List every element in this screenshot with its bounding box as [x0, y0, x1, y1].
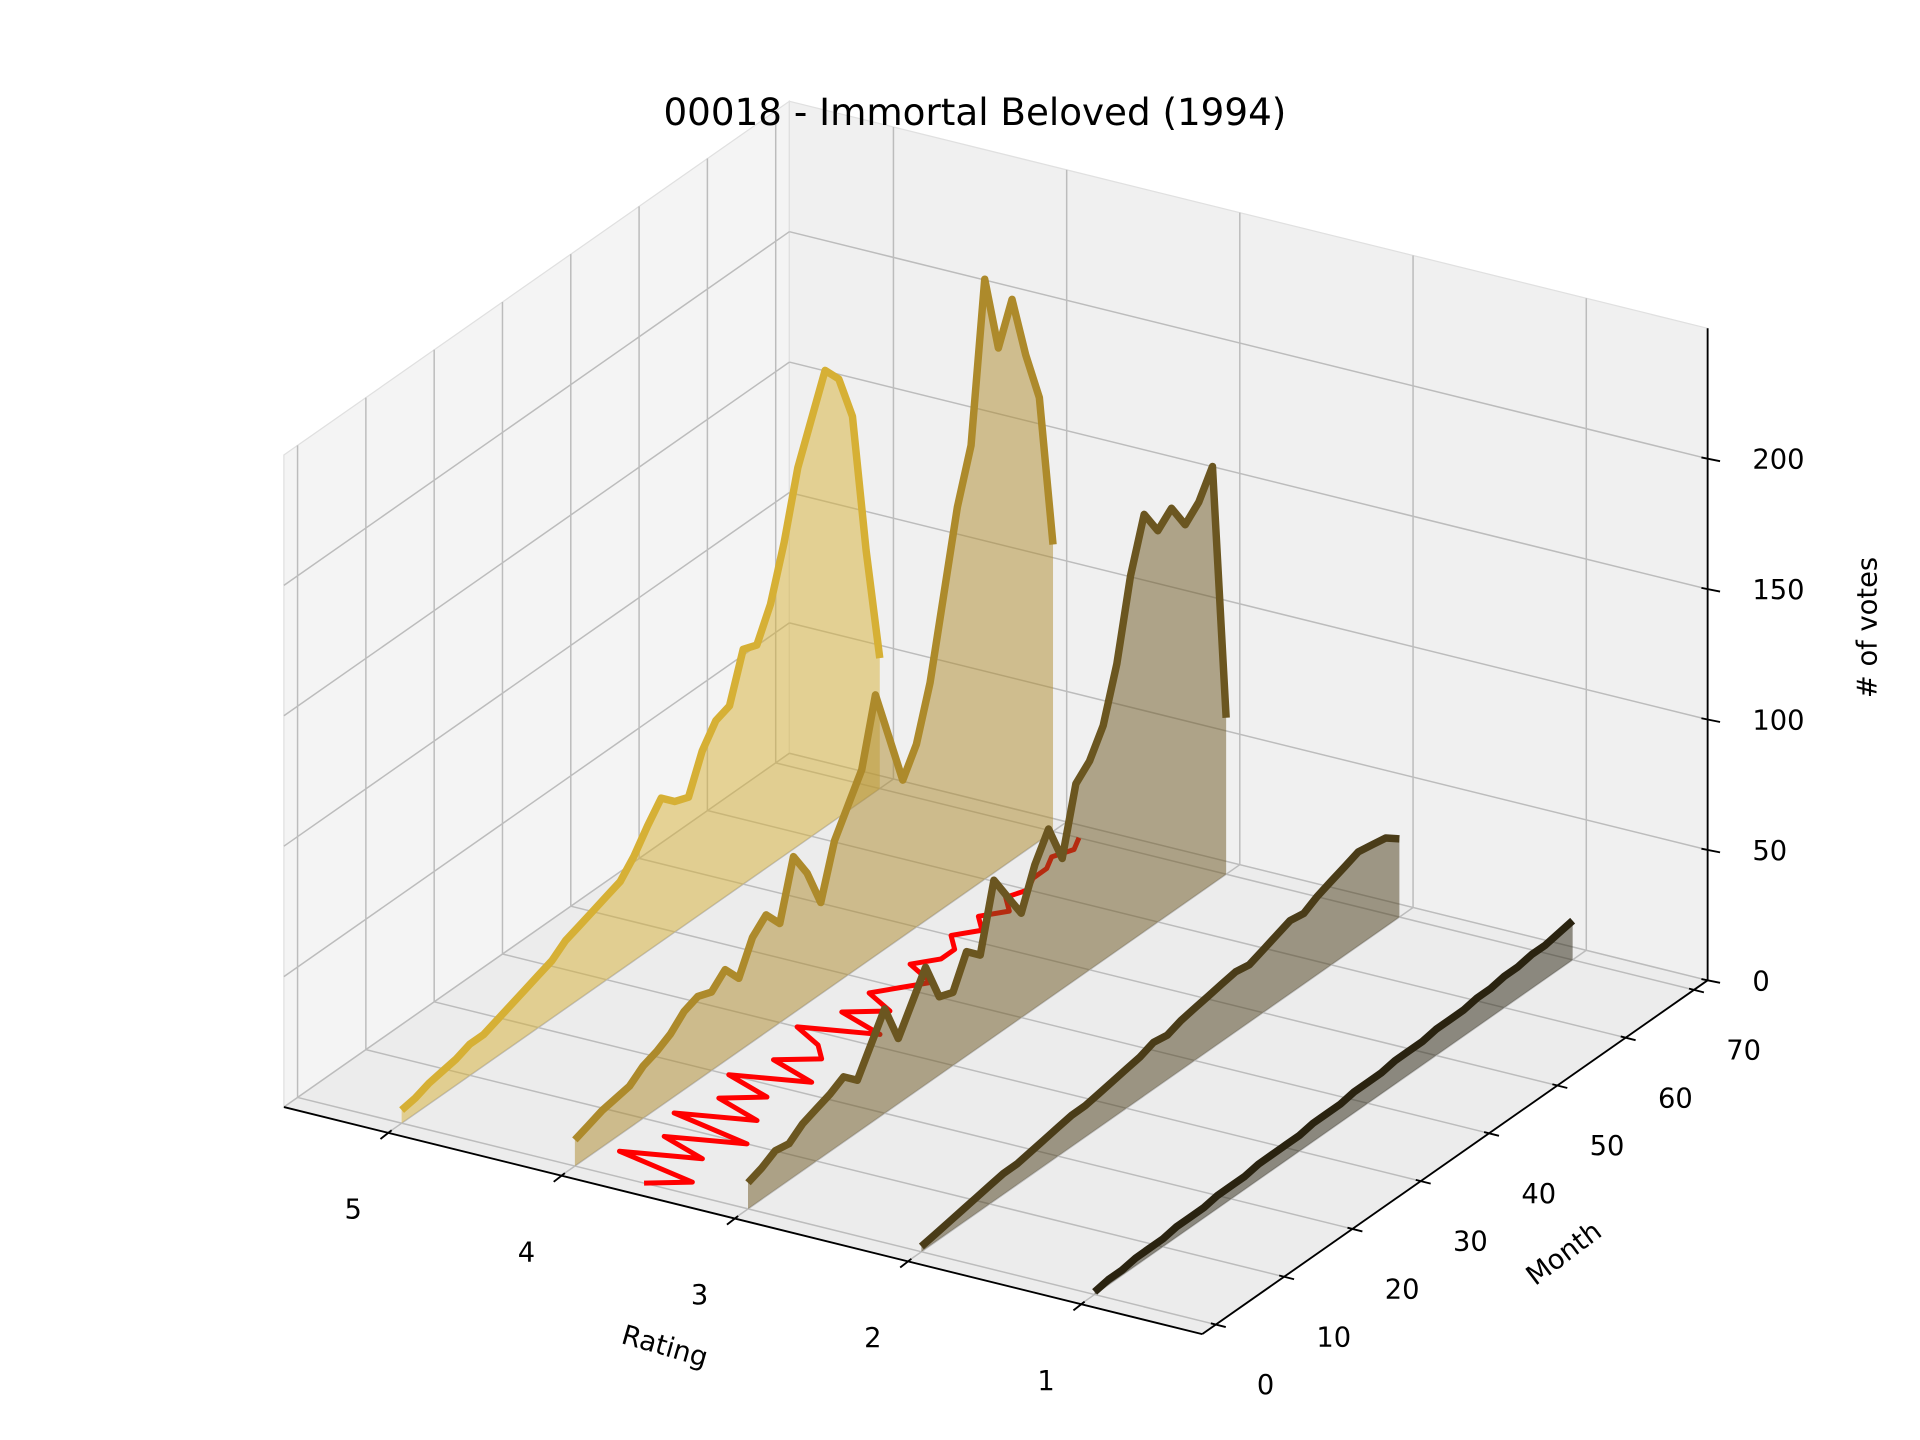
z-tick [1701, 717, 1721, 723]
series-line [1092, 917, 1576, 1295]
grid-line [560, 821, 1068, 1177]
rating-tick-label: 2 [864, 1323, 881, 1354]
grid-line [365, 1048, 1285, 1278]
month-tick [1688, 987, 1705, 994]
grid-line [789, 361, 1708, 590]
month-tick [1620, 1035, 1636, 1042]
month-tick [1552, 1083, 1568, 1089]
series-line [745, 462, 1230, 1186]
grid-line [907, 906, 1414, 1262]
month-tick-label: 50 [1590, 1131, 1625, 1162]
month-tick-label: 20 [1385, 1275, 1420, 1306]
series-area [401, 370, 880, 1124]
month-tick [1415, 1178, 1431, 1185]
series-area [574, 279, 1054, 1166]
rating-tick [379, 1129, 393, 1140]
chart-title: 00018 - Immortal Beloved (1994) [663, 90, 1286, 134]
grid-line [502, 953, 1421, 1182]
z-tick-label: 50 [1752, 836, 1787, 867]
month-tick-label: 60 [1658, 1083, 1693, 1114]
grid-line [387, 778, 894, 1134]
grid-line [433, 1001, 1353, 1230]
rating-tick [553, 1172, 566, 1183]
rating-axis-label: Rating [618, 1320, 711, 1374]
series-line [399, 366, 884, 1113]
grid-line [789, 230, 1708, 460]
grid-line [733, 864, 1241, 1220]
rating-tick-label: 5 [344, 1194, 361, 1225]
month-tick-label: 40 [1521, 1179, 1556, 1210]
grid-line [789, 491, 1708, 721]
grid-line [283, 231, 790, 586]
month-tick [1278, 1274, 1295, 1281]
z-tick [1701, 847, 1721, 854]
grid-line [570, 905, 1490, 1135]
rating-tick [726, 1215, 739, 1226]
rating-tick [1072, 1300, 1086, 1312]
data [399, 275, 1576, 1295]
rating-tick-label: 1 [1037, 1366, 1054, 1397]
month-tick-label: 30 [1453, 1227, 1488, 1258]
z-tick-label: 0 [1752, 966, 1769, 997]
z-tick-label: 100 [1752, 705, 1804, 736]
z-tick-label: 200 [1752, 445, 1804, 476]
grid-line [297, 1096, 1217, 1326]
series-area [921, 837, 1400, 1252]
month-tick-label: 70 [1726, 1035, 1761, 1066]
z-tick [1701, 456, 1721, 463]
grid-line [283, 622, 790, 978]
z-tick-label: 150 [1752, 575, 1804, 606]
month-axis [1201, 979, 1709, 1335]
rating-tick-label: 4 [518, 1237, 535, 1268]
grid [283, 110, 1708, 1326]
grid-line [283, 361, 790, 717]
z-tick [1701, 586, 1721, 593]
z-tick [1701, 978, 1721, 984]
grid-line [283, 491, 790, 847]
rating-tick-label: 3 [691, 1280, 708, 1311]
month-tick-label: 10 [1316, 1322, 1351, 1353]
rating-axis [283, 1106, 1203, 1336]
z-axis-label: # of votes [1853, 557, 1884, 698]
month-tick-label: 0 [1257, 1370, 1274, 1401]
series-line [572, 275, 1057, 1143]
month-tick [1210, 1322, 1226, 1328]
month-axis-label: Month [1521, 1216, 1608, 1292]
rating-tick [899, 1258, 912, 1269]
series-line [918, 834, 1400, 1250]
month-tick [1347, 1226, 1363, 1233]
month-tick [1483, 1131, 1500, 1137]
